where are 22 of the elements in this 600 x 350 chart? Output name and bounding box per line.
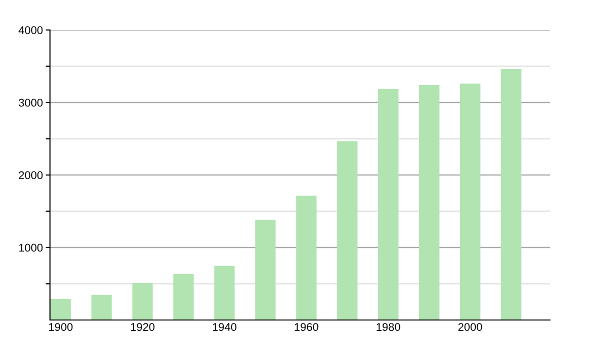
bar (418, 85, 440, 320)
x-tick-label: 1980 (376, 323, 400, 331)
bar (214, 266, 235, 320)
y-tick-label: 4000 (18, 26, 43, 34)
bar (50, 298, 71, 320)
bar (296, 196, 317, 320)
x-tick-label: 1960 (294, 323, 318, 331)
x-tick-label: 1920 (131, 323, 154, 331)
bar (500, 69, 522, 320)
x-tick-label: 1940 (212, 323, 236, 331)
bar (460, 84, 480, 320)
y-tick-label: 1000 (19, 244, 43, 252)
x-tick-label: 1900 (49, 323, 73, 331)
bar (378, 89, 398, 320)
bar (91, 294, 112, 320)
bar (132, 282, 153, 320)
bar (337, 141, 358, 320)
y-tick-label: 2000 (18, 171, 43, 180)
bar (173, 274, 194, 320)
y-tick-label: 3000 (18, 98, 43, 107)
bar (255, 220, 276, 320)
x-tick-label: 2000 (458, 323, 482, 331)
